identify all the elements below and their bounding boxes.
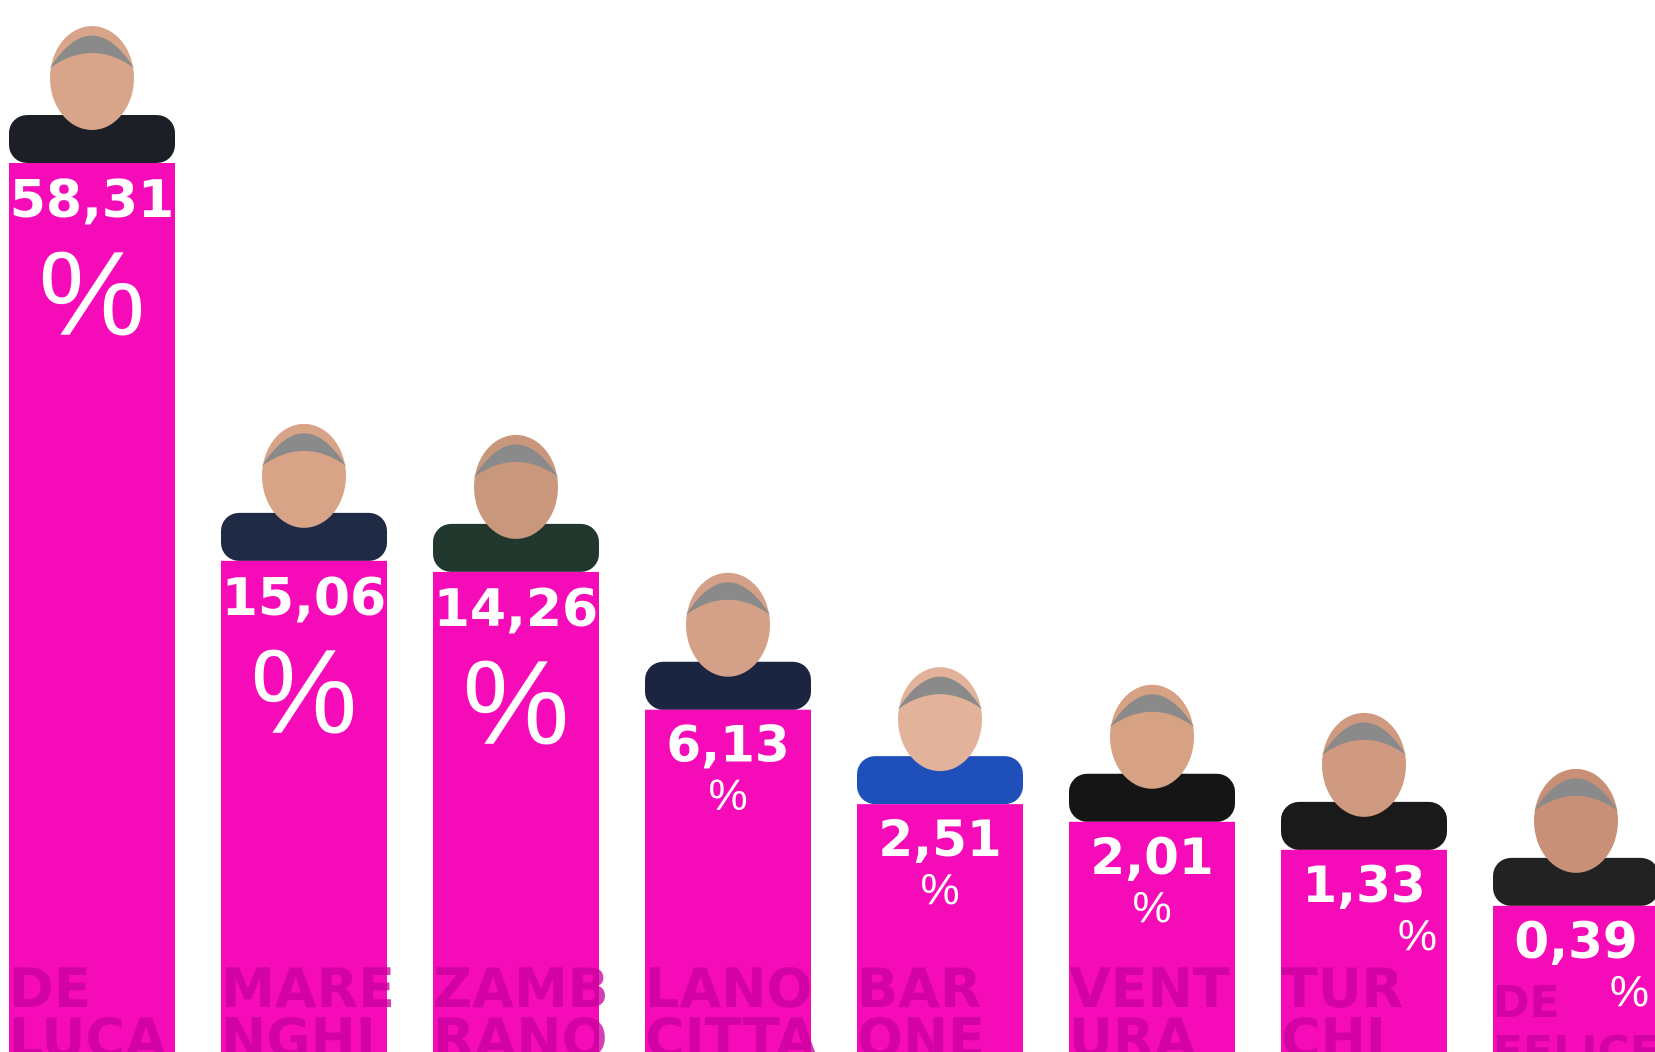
value-label: 6,13	[666, 716, 789, 774]
category-label: URA	[1069, 1007, 1196, 1052]
chart: 58,31%DELUCA15,06%MARENGHI14,26%ZAMBRANO…	[0, 0, 1655, 1052]
value-label: 58,31	[10, 170, 174, 230]
portrait	[221, 424, 387, 561]
value-label: 15,06	[222, 568, 386, 628]
portrait	[1493, 769, 1655, 906]
portrait	[645, 573, 811, 710]
value-label: 0,39	[1514, 912, 1637, 970]
unit-label: %	[39, 227, 146, 361]
category-label: RANO	[433, 1007, 607, 1052]
portrait	[1281, 713, 1447, 850]
category-label: CITTA	[645, 1007, 817, 1052]
portrait	[1069, 685, 1235, 822]
value-label: 2,01	[1090, 828, 1213, 886]
portrait	[857, 667, 1023, 804]
value-label: 2,51	[878, 810, 1001, 868]
category-label: FELICE	[1493, 1027, 1655, 1052]
category-label: LUCA	[9, 1007, 167, 1052]
category-label: DE	[1493, 977, 1560, 1028]
unit-label: %	[1398, 911, 1437, 960]
unit-label: %	[1132, 883, 1171, 932]
value-label: 14,26	[434, 579, 598, 639]
category-label: CHI	[1281, 1007, 1386, 1052]
value-label: 1,33	[1302, 856, 1425, 914]
portrait	[9, 26, 175, 163]
portrait	[433, 435, 599, 572]
category-label: ONE	[857, 1007, 985, 1052]
unit-label: %	[463, 636, 570, 770]
unit-label: %	[251, 625, 358, 759]
unit-label: %	[708, 771, 747, 820]
unit-label: %	[920, 865, 959, 914]
category-label: NGHI	[221, 1007, 376, 1052]
unit-label: %	[1610, 967, 1649, 1016]
